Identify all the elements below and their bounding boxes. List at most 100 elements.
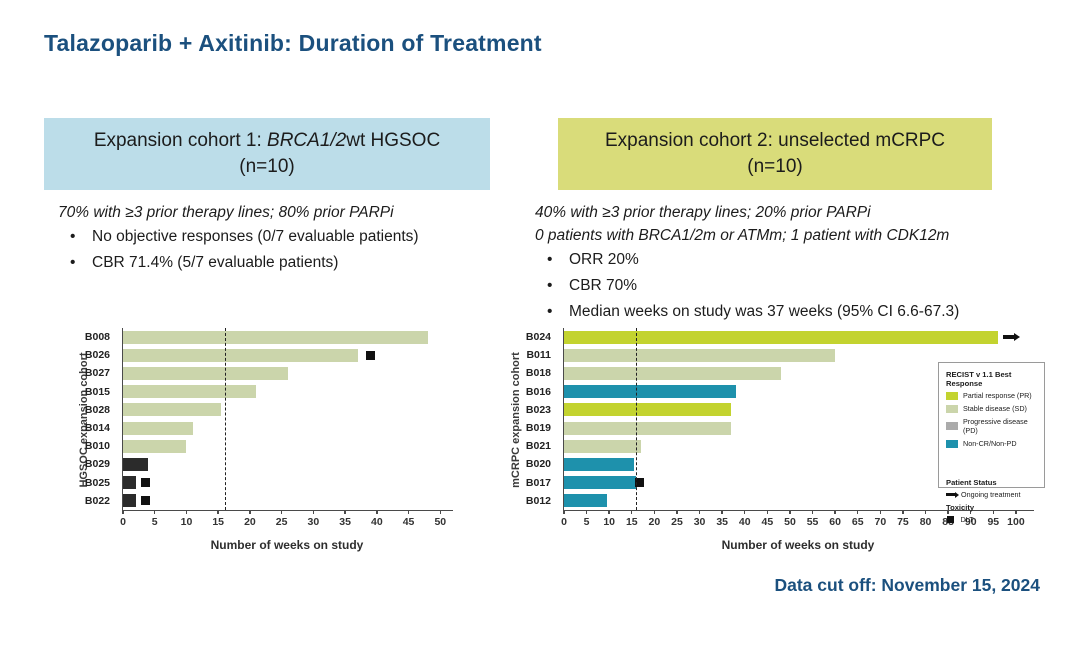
x-tick-label: 25 <box>275 516 288 528</box>
y-label-B019: B019 <box>525 422 551 434</box>
x-tick-label: 65 <box>851 516 864 528</box>
bullet-text: CBR 71.4% (5/7 evaluable patients) <box>92 254 339 271</box>
cohort2-summary: 40% with ≥3 prior therapy lines; 20% pri… <box>535 201 1050 328</box>
bullet-item: • CBR 71.4% (5/7 evaluable patients) <box>58 253 503 273</box>
y-label-B020: B020 <box>525 458 551 471</box>
bar-B019 <box>564 421 732 435</box>
bullet-item: • Median weeks on study was 37 weeks (95%… <box>535 302 1050 322</box>
x-tick-label: 5 <box>151 516 158 528</box>
y-label-B022: B022 <box>84 494 110 507</box>
bar-B021 <box>564 439 641 453</box>
legend-patient-status-title: Patient Status <box>946 478 997 487</box>
ongoing-arrow-B024 <box>1002 335 1014 339</box>
sd-color-swatch <box>946 404 958 413</box>
cohort1-header-line1: Expansion cohort 1: BRCA1/2wt HGSOC <box>94 128 440 154</box>
bar-B014 <box>123 421 193 435</box>
ongoing-arrow-icon <box>946 493 955 496</box>
x-tick <box>376 510 378 514</box>
x-tick <box>217 510 219 514</box>
bar-B010 <box>123 439 187 453</box>
x-tick-label: 80 <box>919 516 932 528</box>
bullet-item: • CBR 70% <box>535 276 1050 296</box>
x-tick-label: 15 <box>212 516 225 528</box>
x-tick <box>970 510 972 514</box>
x-tick-label: 50 <box>784 516 796 528</box>
x-tick-label: 40 <box>738 516 751 528</box>
cohort1-header-box: Expansion cohort 1: BRCA1/2wt HGSOC (n=1… <box>44 118 490 190</box>
y-label-B012: B012 <box>525 494 551 507</box>
x-tick-label: 35 <box>716 516 729 528</box>
bar-B028 <box>123 403 222 417</box>
x-tick-label: 10 <box>180 516 193 528</box>
x-axis-title: Number of weeks on study <box>210 538 364 552</box>
x-tick <box>857 510 859 514</box>
y-axis-labels: B024 B011 B018 B016 B023 B019 B021 B020 B017 B012 <box>500 328 557 510</box>
mcrpc-duration-chart: mCRPC expansion cohort B024 B011 B018 B016 B… <box>500 320 1060 565</box>
x-tick-label: 70 <box>874 516 887 528</box>
cohort1-header-prefix: Expansion cohort 1: <box>93 130 268 151</box>
bullet-dot: • <box>70 254 76 271</box>
x-tick-label: 20 <box>244 516 256 528</box>
x-tick <box>344 510 346 514</box>
bullet-text: Median weeks on study was 37 weeks (95% … <box>569 303 960 320</box>
bullet-item: • ORR 20% <box>535 250 1050 270</box>
cohort2-header-prefix: Expansion cohort 2: unselected mCRPC <box>604 130 946 151</box>
bar-B015 <box>123 385 257 399</box>
legend-label: Partial response (PR) <box>963 391 1032 400</box>
y-axis-labels: B008 B026 B027 B015 B028 B014 B010 B029 B025 B022 <box>70 328 116 510</box>
x-tick-label: 10 <box>603 516 616 528</box>
x-tick <box>312 510 315 514</box>
y-label-B014: B014 <box>84 422 110 434</box>
legend-item-pd: Progressive disease (PD) <box>946 417 1037 435</box>
bar-B008 <box>123 330 428 344</box>
y-label-B017: B017 <box>525 476 551 489</box>
legend-label: Ongoing treatment <box>961 490 1021 499</box>
x-tick <box>280 510 283 514</box>
x-tick <box>902 510 904 514</box>
legend-item-ongoing: Ongoing treatment <box>946 490 1037 499</box>
legend-response-title: RECIST v 1.1 Best Response <box>946 370 1012 388</box>
x-tick <box>721 510 723 514</box>
x-tick <box>122 510 124 514</box>
x-tick <box>879 510 882 514</box>
x-tick-label: 35 <box>339 516 351 528</box>
bullet-text: No objective responses (0/7 evaluable pa… <box>92 228 419 245</box>
dashed-reference-line <box>224 328 226 510</box>
y-label-B028: B028 <box>84 403 110 416</box>
cohort1-header-suffix: wt HGSOC <box>346 130 441 151</box>
bar-B017 <box>564 476 637 490</box>
pd-color-swatch <box>946 422 958 430</box>
y-label-B021: B021 <box>525 440 551 453</box>
x-tick <box>608 510 610 514</box>
x-tick <box>439 510 441 514</box>
x-tick <box>185 510 188 514</box>
x-tick-label: 55 <box>806 516 819 528</box>
x-tick-label: 15 <box>625 516 638 528</box>
legend-item-pr: Partial response (PR) <box>946 391 1037 400</box>
cohort2-bullet-list: • ORR 20% • CBR 70% • Median weeks on study… <box>535 250 1050 322</box>
bar-B022 <box>123 494 136 508</box>
bar-B023 <box>564 403 732 417</box>
legend-item-dlt: DLT <box>946 515 1037 524</box>
dlt-marker-B022 <box>140 496 150 506</box>
x-tick <box>698 510 701 514</box>
chart-legend: RECIST v 1.1 Best Response Partial respo… <box>938 362 1045 524</box>
legend-item-ncnp: Non-CR/Non-PD <box>946 439 1037 448</box>
x-tick <box>631 510 633 514</box>
bar-B027 <box>123 367 288 380</box>
x-tick-label: 45 <box>761 516 774 528</box>
bar-B025 <box>123 476 136 490</box>
plot-area: 0 5 10 15 20 25 30 35 40 45 50 <box>120 328 453 528</box>
legend-label: Stable disease (SD) <box>963 404 1027 413</box>
y-label-B024: B024 <box>525 331 551 343</box>
plot-area: 0510152025303540455055606570758085909510… <box>561 328 1034 528</box>
x-tick-label: 30 <box>693 516 706 528</box>
pr-color-swatch <box>946 391 958 400</box>
bullet-text: CBR 70% <box>569 277 638 294</box>
dlt-marker-B017 <box>634 478 644 488</box>
bar-B024 <box>564 330 998 344</box>
data-cutoff-note: Data cut off: November 15, 2024 <box>774 575 1040 595</box>
y-label-B016: B016 <box>525 385 551 398</box>
dashed-reference-line <box>636 328 638 510</box>
